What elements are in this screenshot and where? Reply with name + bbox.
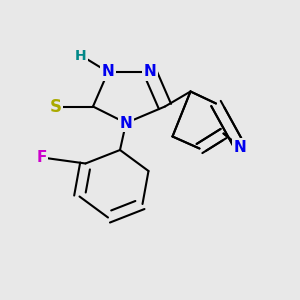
Text: S: S — [50, 98, 61, 116]
Text: N: N — [234, 140, 246, 154]
Text: N: N — [102, 64, 114, 80]
Text: N: N — [144, 64, 156, 80]
Text: H: H — [75, 49, 87, 62]
Text: F: F — [37, 150, 47, 165]
Text: N: N — [120, 116, 132, 130]
